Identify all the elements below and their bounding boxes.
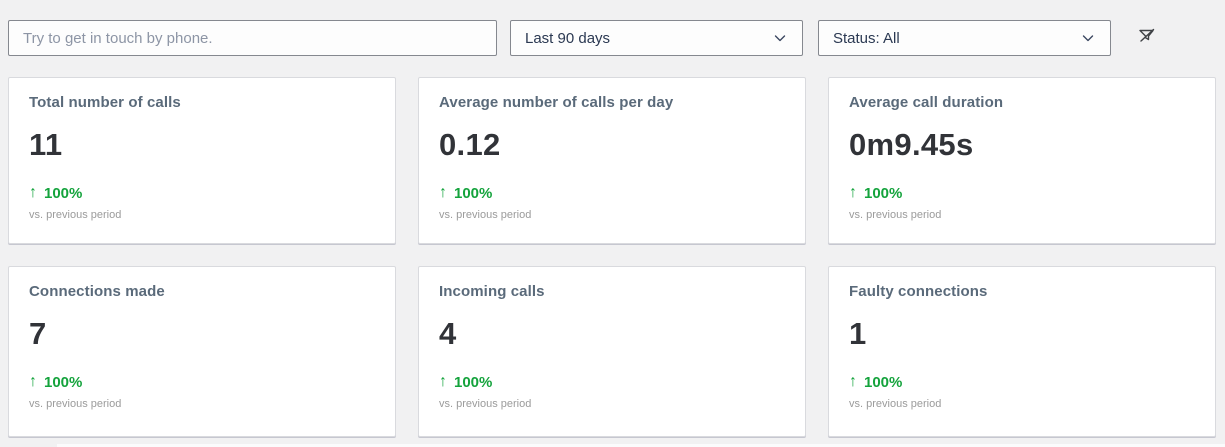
trend-value: 100% — [44, 184, 83, 202]
card-title: Average number of calls per day — [439, 94, 674, 111]
card-title: Incoming calls — [439, 283, 545, 300]
stat-card-avg-call-duration: Average call duration 0m9.45s ↑ 100% vs.… — [828, 77, 1216, 244]
clear-filters-button[interactable] — [1133, 24, 1161, 52]
card-title: Connections made — [29, 283, 165, 300]
card-title: Faulty connections — [849, 283, 988, 300]
card-trend: ↑ 100% — [439, 184, 785, 202]
stat-card-faulty-connections: Faulty connections 1 ↑ 100% vs. previous… — [828, 266, 1216, 437]
trend-up-icon: ↑ — [849, 373, 857, 390]
next-section-top-edge — [57, 444, 1225, 447]
card-value: 4 — [439, 316, 457, 351]
trend-value: 100% — [454, 184, 493, 202]
stat-card-total-calls: Total number of calls 11 ↑ 100% vs. prev… — [8, 77, 396, 244]
trend-value: 100% — [454, 373, 493, 391]
card-trend: ↑ 100% — [439, 373, 785, 391]
trend-up-icon: ↑ — [29, 373, 37, 390]
comparison-label: vs. previous period — [439, 209, 532, 221]
card-title: Average call duration — [849, 94, 1004, 111]
search-input[interactable] — [8, 20, 497, 56]
trend-up-icon: ↑ — [439, 373, 447, 390]
card-trend: ↑ 100% — [29, 373, 375, 391]
card-trend: ↑ 100% — [849, 373, 1195, 391]
stat-card-avg-calls-per-day: Average number of calls per day 0.12 ↑ 1… — [418, 77, 806, 244]
date-range-value: Last 90 days — [525, 29, 611, 47]
card-value: 11 — [29, 127, 63, 162]
trend-value: 100% — [864, 373, 903, 391]
status-dropdown[interactable]: Status: All — [818, 20, 1111, 56]
card-value: 1 — [849, 316, 867, 351]
comparison-label: vs. previous period — [29, 398, 122, 410]
trend-up-icon: ↑ — [849, 184, 857, 201]
stat-card-connections-made: Connections made 7 ↑ 100% vs. previous p… — [8, 266, 396, 437]
date-range-dropdown[interactable]: Last 90 days — [510, 20, 803, 56]
card-title: Total number of calls — [29, 94, 181, 111]
comparison-label: vs. previous period — [849, 209, 942, 221]
card-value: 0m9.45s — [849, 127, 974, 162]
comparison-label: vs. previous period — [439, 398, 532, 410]
filter-off-icon — [1136, 25, 1158, 52]
chevron-down-icon — [772, 30, 788, 46]
filter-bar: Last 90 days Status: All — [8, 20, 1216, 56]
trend-value: 100% — [864, 184, 903, 202]
card-trend: ↑ 100% — [29, 184, 375, 202]
comparison-label: vs. previous period — [849, 398, 942, 410]
card-value: 7 — [29, 316, 47, 351]
trend-value: 100% — [44, 373, 83, 391]
trend-up-icon: ↑ — [439, 184, 447, 201]
stat-card-incoming-calls: Incoming calls 4 ↑ 100% vs. previous per… — [418, 266, 806, 437]
trend-up-icon: ↑ — [29, 184, 37, 201]
chevron-down-icon — [1080, 30, 1096, 46]
status-value: Status: All — [833, 29, 900, 47]
card-trend: ↑ 100% — [849, 184, 1195, 202]
card-value: 0.12 — [439, 127, 501, 162]
comparison-label: vs. previous period — [29, 209, 122, 221]
stat-cards-grid: Total number of calls 11 ↑ 100% vs. prev… — [8, 77, 1216, 437]
